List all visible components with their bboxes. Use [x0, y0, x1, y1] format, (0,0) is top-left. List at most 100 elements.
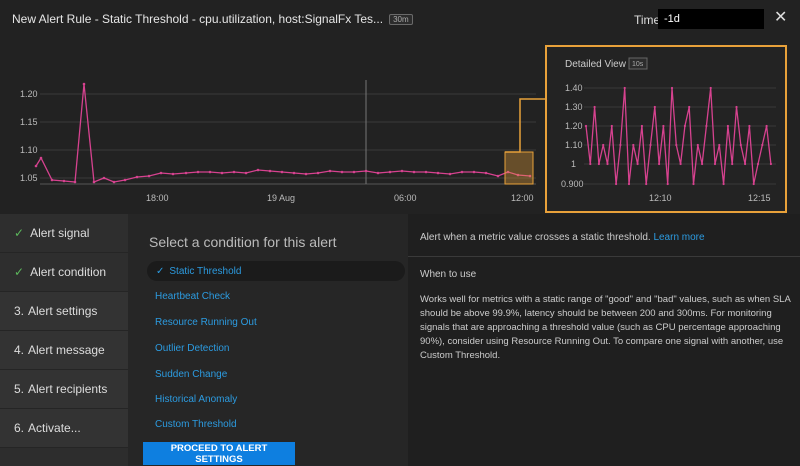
series-point [376, 171, 380, 175]
series-point [735, 105, 738, 109]
series-point [675, 143, 678, 147]
step-number: 5. [14, 382, 25, 396]
time-range-input[interactable] [658, 9, 764, 29]
series-line [35, 83, 531, 183]
series-point [679, 162, 682, 166]
time-label: Time [634, 13, 661, 27]
x-tick-label: 12:10 [649, 193, 672, 203]
check-icon: ✓ [14, 226, 25, 240]
series-point [220, 171, 224, 175]
step-label: Alert signal [30, 226, 90, 240]
series-point [692, 182, 695, 186]
series-point [683, 124, 687, 128]
series-point [184, 171, 188, 175]
series-point [50, 178, 54, 182]
condition-description-panel: Alert when a metric value crosses a stat… [408, 214, 800, 466]
series-point [352, 170, 356, 174]
main-chart-grid [40, 93, 536, 179]
condition-option-outlier-detection[interactable]: Outlier Detection [155, 343, 230, 354]
series-point [171, 172, 175, 176]
series-point [268, 169, 272, 173]
condition-option-resource-running-out[interactable]: Resource Running Out [155, 317, 257, 328]
proceed-button[interactable]: PROCEED TO ALERT SETTINGS [143, 442, 295, 465]
condition-option-sudden-change[interactable]: Sudden Change [155, 369, 228, 380]
series-point [670, 86, 674, 90]
y-tick-label: 0.900 [561, 179, 584, 189]
step-alert-recipients[interactable]: 5. Alert recipients [0, 370, 128, 409]
series-point [593, 105, 596, 109]
series-point [752, 182, 755, 186]
series-point [731, 162, 734, 166]
series-point [606, 162, 609, 166]
series-point [623, 86, 626, 90]
step-alert-condition[interactable]: ✓ Alert condition [0, 253, 128, 292]
step-label: Alert condition [30, 265, 107, 279]
y-tick-label: 1.05 [20, 173, 38, 183]
series-point [528, 174, 532, 178]
series-point [765, 124, 768, 128]
condition-option-historical-anomaly[interactable]: Historical Anomaly [155, 394, 238, 405]
window-title-text: New Alert Rule - Static Threshold - cpu.… [12, 12, 384, 26]
charts-svg: 1.20 1.15 1.10 1.05 18:00 19 Aug 06:00 1… [20, 45, 787, 213]
when-to-use-heading: When to use [420, 269, 477, 280]
step-activate[interactable]: 6. Activate... [0, 409, 128, 448]
check-icon: ✓ [156, 265, 165, 277]
series-point [636, 162, 639, 166]
resolution-badge: 30m [389, 14, 413, 25]
main-chart-series [34, 82, 532, 184]
series-point [364, 169, 368, 173]
series-point [102, 176, 106, 180]
x-tick-label: 19 Aug [267, 193, 295, 203]
step-label: Alert recipients [28, 382, 108, 396]
series-point [244, 171, 248, 175]
main-chart-x-ticks: 18:00 19 Aug 06:00 12:00 [146, 193, 534, 203]
series-point [135, 175, 139, 179]
window-title: New Alert Rule - Static Threshold - cpu.… [12, 12, 413, 26]
series-point [412, 170, 416, 174]
series-point [744, 162, 747, 166]
series-point [34, 164, 38, 168]
condition-option-heartbeat-check[interactable]: Heartbeat Check [155, 291, 231, 302]
detail-connector [505, 98, 546, 153]
series-point [602, 143, 605, 147]
x-tick-label: 12:00 [511, 193, 534, 203]
series-point [92, 180, 96, 184]
y-tick-label: 1.15 [20, 117, 38, 127]
series-point [662, 124, 665, 128]
series-point [666, 182, 669, 186]
series-point [756, 162, 760, 166]
y-tick-label: 1.10 [20, 145, 38, 155]
series-point [328, 169, 332, 173]
series-point [196, 170, 200, 174]
condition-option-static-threshold[interactable]: ✓ Static Threshold [147, 261, 405, 281]
series-point [645, 182, 648, 186]
chart-panel: New Alert Rule - Static Threshold - cpu.… [0, 0, 800, 214]
learn-more-link[interactable]: Learn more [653, 232, 705, 243]
step-alert-message[interactable]: 4. Alert message [0, 331, 128, 370]
x-tick-label: 18:00 [146, 193, 169, 203]
close-icon[interactable]: ✕ [774, 9, 788, 26]
step-alert-settings[interactable]: 3. Alert settings [0, 292, 128, 331]
series-line [585, 87, 772, 185]
series-point [436, 171, 440, 175]
series-point [292, 171, 296, 175]
series-point [340, 170, 344, 174]
y-tick-label: 1.20 [565, 121, 583, 131]
detail-y-ticks: 1.40 1.30 1.20 1.10 1 0.900 [561, 83, 584, 189]
series-point [701, 162, 704, 166]
condition-option-custom-threshold[interactable]: Custom Threshold [155, 419, 237, 430]
detail-range-highlight[interactable] [504, 151, 534, 185]
series-point [112, 180, 116, 184]
series-point [739, 143, 742, 147]
step-label: Alert settings [28, 304, 98, 318]
when-to-use-body: Works well for metrics with a static ran… [420, 294, 791, 361]
series-point [82, 82, 86, 86]
series-point [516, 173, 520, 177]
series-point [39, 156, 43, 160]
summary-text: Alert when a metric value crosses a stat… [420, 232, 651, 243]
series-point [506, 170, 510, 174]
step-alert-signal[interactable]: ✓ Alert signal [0, 214, 128, 253]
detail-view-title: Detailed View [565, 59, 627, 70]
series-point [424, 170, 428, 174]
series-point [484, 171, 488, 175]
